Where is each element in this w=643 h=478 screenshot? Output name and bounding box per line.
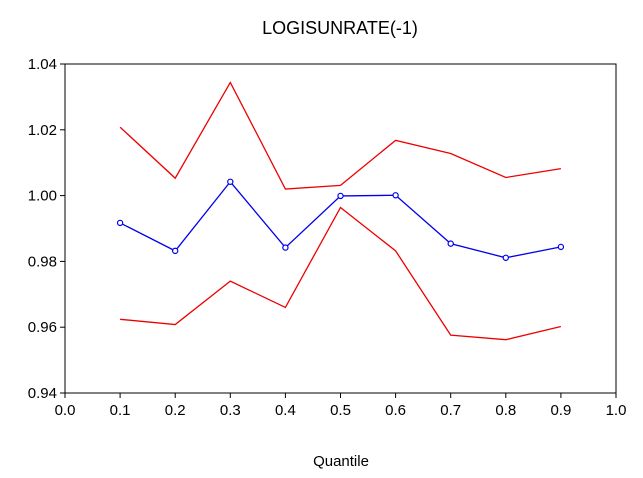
- x-tick-label: 0.6: [385, 402, 406, 419]
- y-tick-label: 1.02: [28, 122, 57, 139]
- y-tick-label: 1.00: [28, 188, 57, 205]
- y-tick-label: 0.98: [28, 253, 57, 270]
- x-tick-label: 0.7: [440, 402, 461, 419]
- x-axis: 0.0 0.1 0.2 0.3 0.4 0.5 0.6 0.7 0.8 0.9 1.0: [55, 393, 627, 419]
- series-layer: [116, 81, 565, 341]
- plot-area-frame: [64, 63, 617, 394]
- data-point-marker: [392, 192, 399, 199]
- x-tick-label: 0.5: [330, 402, 351, 419]
- data-point-marker: [227, 178, 234, 185]
- x-tick-label: 1.0: [606, 402, 627, 419]
- data-point-marker: [282, 244, 289, 251]
- y-tick-label: 0.94: [28, 385, 57, 402]
- x-tick-label: 0.4: [275, 402, 296, 419]
- x-tick-label: 0.9: [550, 402, 571, 419]
- x-tick-label: 0.8: [495, 402, 516, 419]
- lower-band-line: [120, 206, 562, 341]
- data-point-marker: [502, 254, 509, 261]
- data-point-marker: [116, 219, 124, 227]
- x-tick-label: 0.1: [110, 402, 131, 419]
- y-tick-label: 1.04: [28, 56, 57, 73]
- x-tick-label: 0.3: [220, 402, 241, 419]
- chart-title: LOGISUNRATE(-1): [262, 18, 418, 38]
- data-point-marker: [171, 247, 179, 255]
- y-tick-label: 0.96: [28, 319, 57, 336]
- y-axis: 0.94 0.96 0.98 1.00 1.02 1.04: [28, 56, 65, 402]
- x-axis-label: Quantile: [313, 453, 369, 470]
- data-point-marker: [557, 243, 565, 251]
- data-point-marker: [447, 240, 454, 247]
- x-tick-label: 0.2: [165, 402, 186, 419]
- x-tick-label: 0.0: [55, 402, 76, 419]
- data-point-marker: [337, 192, 344, 200]
- upper-band-line: [119, 81, 562, 190]
